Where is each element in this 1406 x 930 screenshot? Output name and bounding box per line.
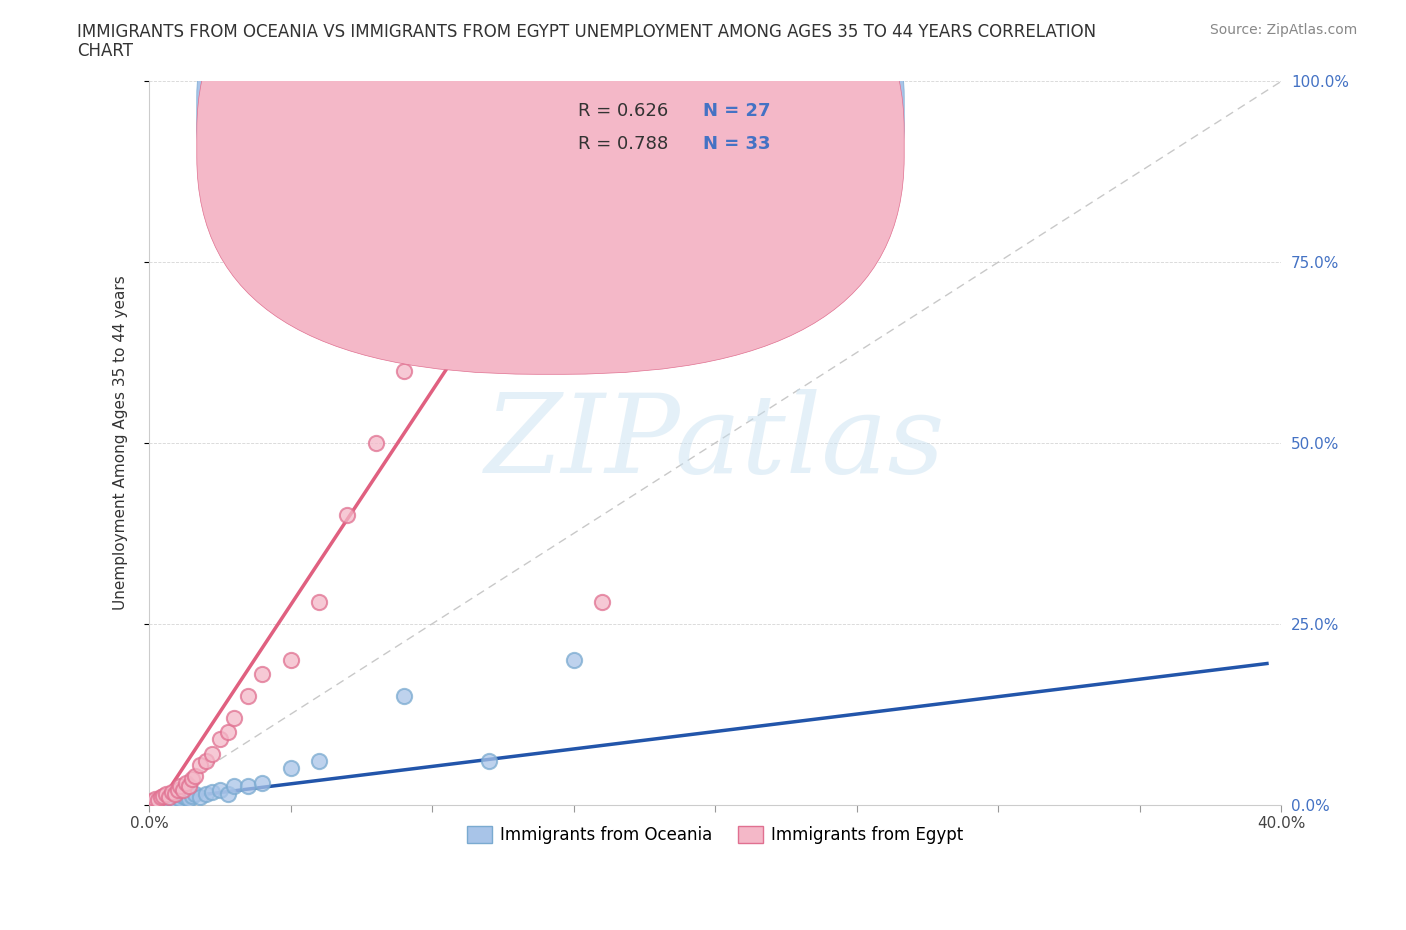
Point (157, 794, 180, 809)
FancyBboxPatch shape (197, 0, 904, 341)
Text: CHART: CHART (77, 42, 134, 60)
Legend: Immigrants from Oceania, Immigrants from Egypt: Immigrants from Oceania, Immigrants from… (460, 819, 970, 850)
FancyBboxPatch shape (197, 0, 904, 374)
Point (163, 792, 186, 807)
Point (336, 508, 359, 523)
Point (141, 793, 163, 808)
Point (478, 276, 501, 291)
Point (143, 796, 166, 811)
Point (177, 791, 200, 806)
Point (166, 790, 188, 804)
Point (224, 779, 246, 794)
Point (183, 786, 205, 801)
Point (155, 792, 177, 807)
Point (166, 783, 188, 798)
Point (392, 364, 415, 379)
Point (218, 786, 240, 801)
Point (188, 757, 211, 772)
Point (146, 792, 169, 807)
Point (194, 753, 217, 768)
Point (420, 349, 443, 364)
Point (200, 747, 222, 762)
Point (174, 776, 197, 790)
Point (146, 793, 169, 808)
Point (224, 711, 246, 725)
Point (562, 653, 585, 668)
Point (174, 790, 197, 804)
Point (194, 786, 217, 801)
Text: ZIPatlas: ZIPatlas (485, 390, 945, 497)
Point (183, 768, 205, 783)
Point (180, 772, 202, 787)
Point (172, 783, 194, 798)
Point (252, 776, 274, 790)
Point (218, 724, 240, 739)
Point (160, 784, 183, 799)
Point (160, 791, 183, 806)
Point (238, 688, 260, 703)
Point (478, 753, 501, 768)
Point (506, 233, 529, 248)
Text: R = 0.788: R = 0.788 (578, 135, 668, 153)
Point (308, 753, 330, 768)
Point (155, 786, 177, 801)
Point (238, 779, 260, 794)
Point (591, 594, 613, 609)
Point (208, 783, 231, 798)
Point (177, 779, 200, 794)
Text: N = 33: N = 33 (703, 135, 770, 153)
Point (208, 732, 231, 747)
Y-axis label: Unemployment Among Ages 35 to 44 years: Unemployment Among Ages 35 to 44 years (114, 275, 128, 610)
Text: IMMIGRANTS FROM OCEANIA VS IMMIGRANTS FROM EGYPT UNEMPLOYMENT AMONG AGES 35 TO 4: IMMIGRANTS FROM OCEANIA VS IMMIGRANTS FR… (77, 23, 1097, 41)
Point (180, 789, 202, 804)
Point (169, 779, 191, 794)
Point (280, 653, 302, 668)
Point (172, 789, 194, 804)
Point (152, 789, 174, 804)
Point (169, 791, 191, 806)
Point (252, 667, 274, 682)
Point (143, 791, 166, 806)
Point (149, 790, 172, 804)
Point (152, 795, 174, 810)
Text: R = 0.626: R = 0.626 (578, 102, 668, 120)
Point (364, 435, 387, 450)
Text: Source: ZipAtlas.com: Source: ZipAtlas.com (1209, 23, 1357, 37)
Point (308, 594, 330, 609)
Point (188, 790, 211, 804)
Point (280, 761, 302, 776)
Text: N = 27: N = 27 (703, 102, 770, 120)
Point (392, 688, 415, 703)
FancyBboxPatch shape (512, 82, 823, 179)
Point (157, 790, 180, 804)
Point (200, 784, 222, 799)
Point (163, 786, 186, 801)
